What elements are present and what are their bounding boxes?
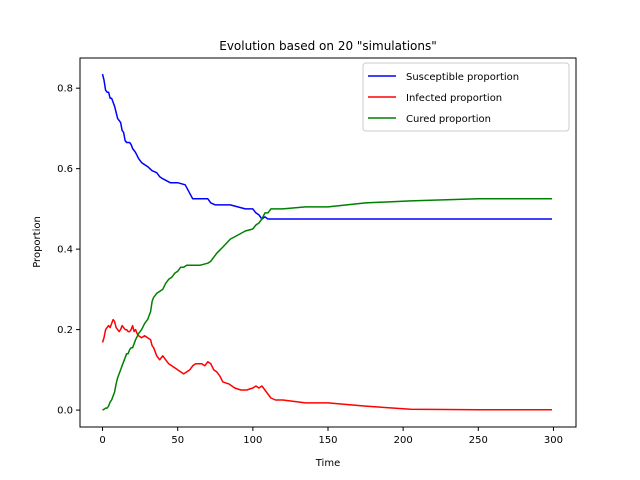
series-layer: [101, 73, 552, 411]
x-tick-label: 250: [469, 435, 488, 446]
x-tick-label: 200: [394, 435, 413, 446]
y-tick-label: 0.4: [57, 245, 73, 256]
x-tick-label: 0: [99, 435, 105, 446]
legend-label-0: Susceptible proportion: [406, 72, 519, 83]
x-tick-label: 150: [318, 435, 337, 446]
series-line-2: [102, 198, 552, 411]
x-tick-label: 50: [171, 435, 184, 446]
y-axis-label: Proportion: [32, 216, 43, 268]
legend-box: [362, 62, 570, 132]
y-axis-ticks: 0.0 0.2 0.4 0.6 0.8: [57, 84, 80, 417]
chart-title: Evolution based on 20 "simulations": [219, 39, 437, 53]
series-line-0: [101, 73, 552, 220]
y-tick-label: 0.0: [57, 406, 73, 417]
legend-label-2: Cured proportion: [406, 114, 491, 125]
legend: Susceptible proportion Infected proportio…: [362, 62, 570, 132]
x-tick-label: 100: [243, 435, 262, 446]
x-axis-ticks: 0 50 100 150 200 250 300: [99, 427, 563, 446]
series-line-1: [101, 318, 552, 411]
y-tick-label: 0.6: [57, 164, 73, 175]
x-axis-label: Time: [315, 458, 340, 469]
y-tick-label: 0.2: [57, 325, 73, 336]
x-tick-label: 300: [544, 435, 563, 446]
legend-label-1: Infected proportion: [406, 93, 502, 104]
y-tick-label: 0.8: [57, 84, 73, 95]
